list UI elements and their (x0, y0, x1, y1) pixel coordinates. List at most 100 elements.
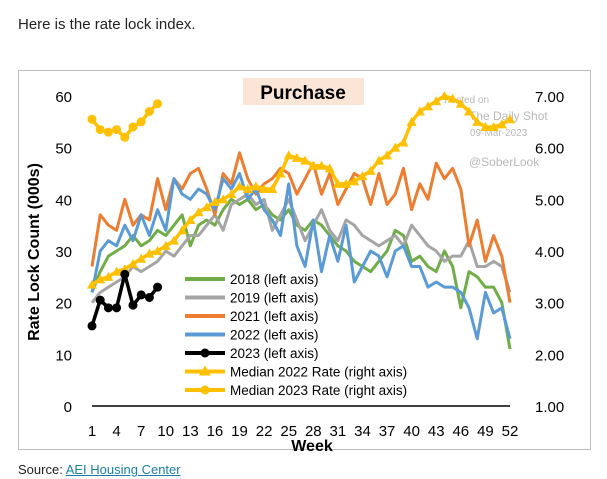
x-tick-label: 1 (88, 423, 96, 440)
data-point (414, 106, 425, 116)
intro-text: Here is the rate lock index. (18, 16, 196, 33)
data-point (472, 116, 483, 126)
series-2021-left-axis (90, 151, 512, 303)
data-point (209, 196, 220, 206)
data-point (95, 295, 105, 305)
data-point (398, 137, 409, 147)
x-tick-label: 7 (137, 423, 145, 440)
data-point (136, 290, 146, 300)
legend-label: 2021 (left axis) (230, 309, 319, 324)
data-point (95, 274, 106, 284)
legend-item: Median 2022 Rate (right axis) (185, 365, 407, 380)
data-point (177, 225, 188, 235)
y-left-tick-label: 40 (55, 192, 72, 209)
data-point (153, 282, 163, 292)
data-point (250, 181, 261, 191)
data-point (112, 125, 122, 135)
y-right-tick-label: 1.00 (535, 399, 564, 416)
legend-label: 2022 (left axis) (230, 328, 319, 343)
data-point (357, 171, 368, 181)
legend-label: Median 2022 Rate (right axis) (230, 365, 407, 380)
source-label: Source: (18, 462, 66, 477)
data-point (242, 184, 253, 193)
data-point (308, 160, 319, 170)
chart-title: Purchase (260, 83, 346, 104)
y-right-tick-label: 7.00 (535, 89, 564, 106)
y-left-tick-label: 60 (55, 89, 72, 106)
y-left-tick-label: 0 (64, 399, 72, 416)
legend-label: 2023 (left axis) (230, 346, 319, 361)
series-line (90, 172, 512, 341)
data-point (464, 106, 475, 116)
data-point (87, 321, 97, 331)
data-point (120, 269, 130, 279)
legend-item: 2023 (left axis) (185, 346, 319, 361)
x-tick-label: 4 (112, 423, 120, 440)
data-point (218, 194, 229, 204)
data-point (488, 122, 499, 131)
data-point (152, 246, 163, 255)
data-point (332, 178, 343, 188)
series-layer (87, 91, 515, 350)
data-point (144, 293, 154, 302)
data-point (168, 235, 179, 245)
data-point (406, 116, 417, 126)
data-point (136, 253, 147, 263)
data-point (136, 117, 146, 127)
data-point (144, 107, 154, 116)
legend: 2018 (left axis) 2019 (left axis) 2021 (le… (185, 272, 407, 398)
source-line: Source: AEI Housing Center (18, 462, 181, 477)
data-point (185, 215, 196, 224)
watermark-line3: 09-Mar-2023 (470, 128, 528, 139)
series-median-2023-rate-right-axis (87, 99, 163, 142)
legend-label: 2018 (left axis) (230, 272, 319, 287)
series-2019-left-axis (90, 192, 512, 304)
legend-marker (199, 365, 211, 376)
data-point (480, 122, 491, 131)
y-left-tick-label: 50 (55, 141, 72, 158)
y-axis-left: 0 10 20 30 40 50 60 (55, 89, 72, 416)
data-point (439, 91, 450, 100)
y-right-tick-label: 2.00 (535, 347, 564, 364)
data-point (103, 303, 113, 313)
x-tick-label: 25 (280, 423, 297, 440)
data-point (316, 160, 327, 170)
legend-item: 2021 (left axis) (185, 309, 319, 324)
x-tick-label: 40 (403, 423, 420, 440)
data-point (193, 207, 204, 217)
data-point (103, 271, 114, 281)
legend-label: Median 2023 Rate (right axis) (230, 383, 407, 398)
data-point (128, 300, 138, 310)
y-axis-right: 1.00 2.00 3.00 4.00 5.00 6.00 7.00 (535, 89, 564, 416)
x-tick-label: 37 (379, 423, 396, 440)
data-point (153, 99, 163, 109)
x-tick-label: 43 (428, 423, 445, 440)
y-left-tick-label: 20 (55, 296, 72, 313)
x-tick-label: 10 (157, 423, 174, 440)
legend-item: 2019 (left axis) (185, 291, 319, 306)
x-tick-label: 16 (207, 423, 224, 440)
data-point (382, 150, 393, 160)
data-point (283, 150, 294, 160)
legend-item: 2018 (left axis) (185, 272, 319, 287)
legend-marker (200, 385, 210, 395)
chart-frame (18, 70, 591, 450)
data-point (111, 266, 122, 276)
source-link[interactable]: AEI Housing Center (65, 462, 181, 477)
data-point (226, 189, 237, 199)
data-point (144, 248, 155, 258)
data-point (87, 114, 97, 124)
x-tick-label: 34 (354, 423, 371, 440)
y-left-tick-label: 30 (55, 244, 72, 261)
legend-item: Median 2023 Rate (right axis) (185, 383, 407, 398)
data-point (431, 96, 442, 106)
data-point (365, 165, 376, 175)
data-point (234, 181, 245, 191)
data-point (447, 93, 458, 103)
x-axis: 1 4 7 10 13 16 19 22 25 28 31 34 37 40 43 46 49 52 (88, 405, 518, 440)
data-point (341, 178, 352, 188)
data-point (291, 153, 302, 162)
data-point (87, 279, 97, 289)
data-point (373, 155, 384, 165)
